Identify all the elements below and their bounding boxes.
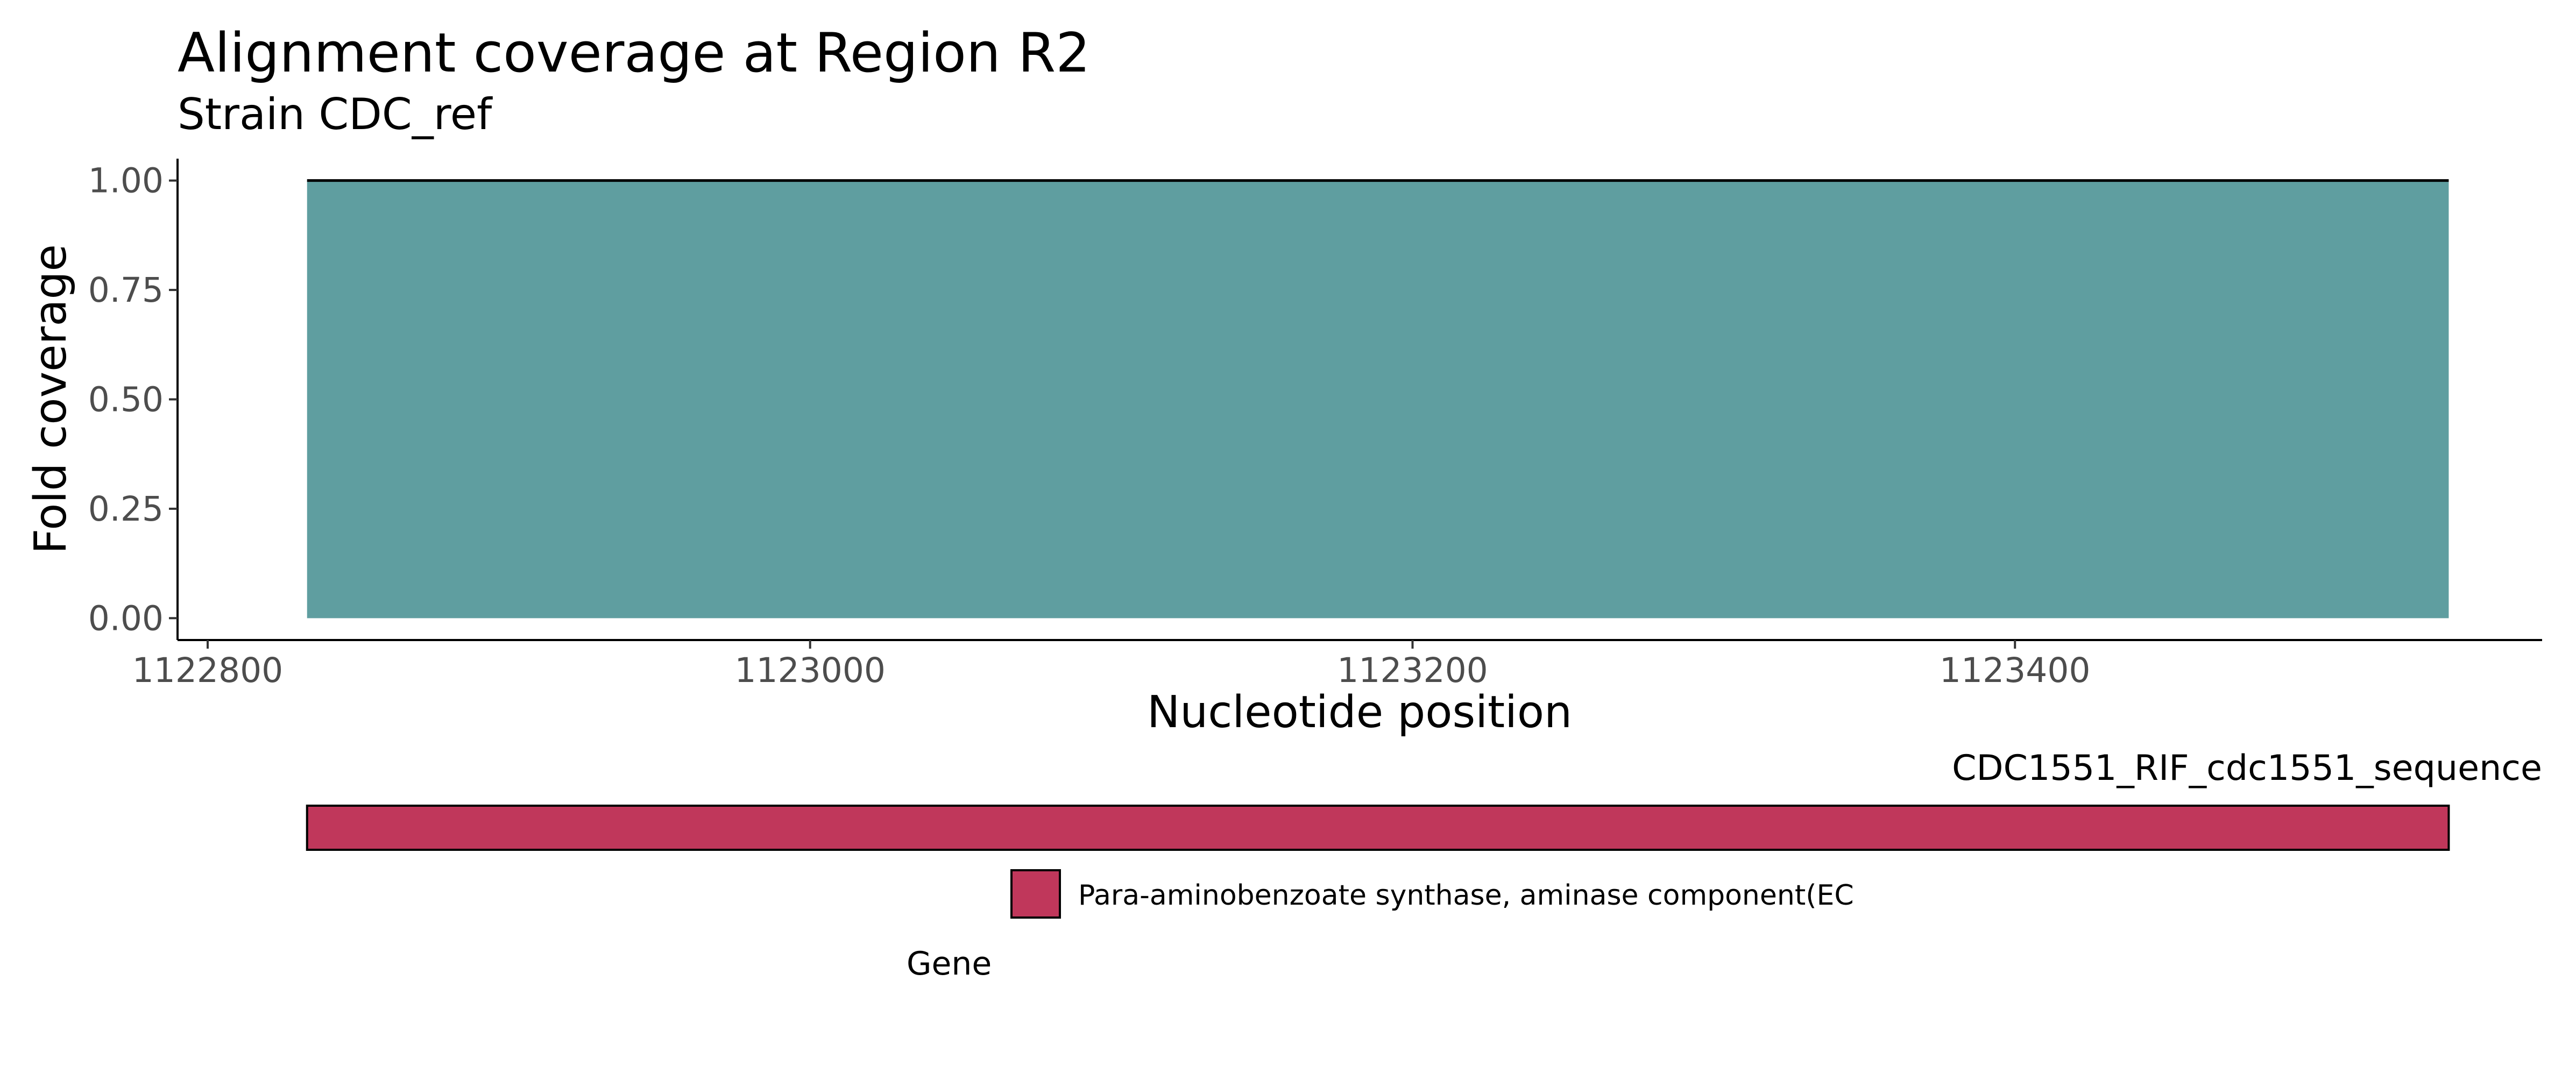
y-tick-label: 0.50 xyxy=(88,380,164,420)
y-axis-ticks: 0.00 0.25 0.50 0.75 1.00 xyxy=(88,161,178,638)
x-tick-label: 1123000 xyxy=(734,651,886,690)
x-axis-ticks: 1122800 1123000 1123200 1123400 xyxy=(132,640,2091,690)
y-axis-title: Fold coverage xyxy=(25,244,76,554)
coverage-area-0 xyxy=(307,180,2449,619)
y-tick-label: 0.00 xyxy=(88,599,164,638)
legend-key-swatch xyxy=(1010,869,1061,919)
chart-subtitle: Strain CDC_ref xyxy=(178,89,493,139)
gene-legend: Para-aminobenzoate synthase, aminase com… xyxy=(907,869,1854,983)
plot-area xyxy=(307,179,2449,619)
x-tick-label: 1123200 xyxy=(1337,651,1488,690)
y-tick-label: 1.00 xyxy=(88,161,164,201)
x-tick-label: 1122800 xyxy=(132,651,284,690)
gene-track-label: CDC1551_RIF_cdc1551_sequence xyxy=(1952,748,2542,788)
legend-title: Gene xyxy=(907,945,992,983)
gene-track xyxy=(306,805,2450,851)
y-tick-label: 0.25 xyxy=(88,489,164,529)
y-tick-label: 0.75 xyxy=(88,271,164,310)
gene-bar-0 xyxy=(306,805,2450,851)
x-axis-title: Nucleotide position xyxy=(1147,687,1572,738)
x-tick-label: 1123400 xyxy=(1940,651,2091,690)
legend-entry-label: Para-aminobenzoate synthase, aminase com… xyxy=(1078,879,1854,912)
chart-title: Alignment coverage at Region R2 xyxy=(178,21,1090,84)
